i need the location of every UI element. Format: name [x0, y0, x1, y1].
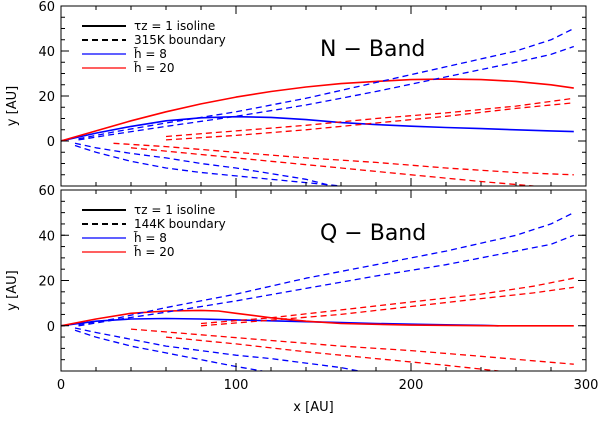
boundary-line-7	[165, 102, 574, 141]
boundary-line-6	[200, 277, 574, 325]
y-tick-label: 0	[47, 135, 55, 150]
boundary-line-8	[113, 142, 574, 176]
isoline-0	[61, 115, 574, 142]
boundary-line-4	[74, 327, 359, 371]
legend-label: τz = 1 isoline	[134, 203, 215, 217]
y-tick-label: 60	[38, 0, 55, 15]
y-tick-label: 40	[38, 45, 55, 60]
q-band-panel: 0 20 40 60 0 100 200 300 x [AU] y [AU] Q − Band τz …	[5, 184, 598, 415]
boundary-line-5	[74, 144, 342, 186]
boundary-line-2	[78, 212, 575, 326]
y-tick-label: 60	[38, 184, 55, 199]
legend-label: h̃ = 20	[134, 61, 175, 75]
boundary-line-9	[130, 147, 534, 186]
boundary-line-3	[78, 234, 575, 327]
legend-label: h̃ = 8	[134, 231, 167, 245]
legend-label: τz = 1 isoline	[134, 19, 215, 33]
n-band-series-group	[61, 27, 575, 186]
isoline-1	[61, 309, 574, 327]
boundary-line-2	[78, 27, 575, 140]
x-tick-label: 200	[399, 378, 424, 393]
boundary-line-7	[200, 286, 574, 327]
boundary-line-5	[74, 329, 263, 371]
y-axis-label: y [AU]	[5, 86, 20, 126]
y-tick-label: 40	[38, 229, 55, 244]
legend-label: 144K boundary	[134, 217, 226, 231]
panel-label: N − Band	[320, 37, 425, 62]
y-tick-label: 0	[47, 320, 55, 335]
y-tick-label: 20	[38, 275, 55, 290]
x-tick-label: 0	[57, 378, 65, 393]
legend-label: h̃ = 8	[134, 47, 167, 61]
legend-label: h̃ = 20	[134, 245, 175, 259]
boundary-line-9	[165, 336, 499, 371]
boundary-line-6	[165, 97, 574, 138]
boundary-line-4	[74, 142, 333, 186]
x-axis-label: x [AU]	[293, 400, 333, 415]
isoline-1	[61, 78, 574, 142]
legend-label: 315K boundary	[134, 33, 226, 47]
panel-label: Q − Band	[320, 221, 426, 246]
boundary-line-8	[130, 328, 574, 365]
n-band-panel: 0 20 40 60 y [AU] N − Band τz = 1 isoline315K …	[5, 0, 587, 187]
q-band-series-group	[61, 212, 575, 371]
y-tick-label: 20	[38, 90, 55, 105]
boundary-line-3	[78, 45, 575, 141]
x-tick-label: 100	[224, 378, 249, 393]
y-axis-label: y [AU]	[5, 270, 20, 310]
x-tick-label: 300	[574, 378, 599, 393]
